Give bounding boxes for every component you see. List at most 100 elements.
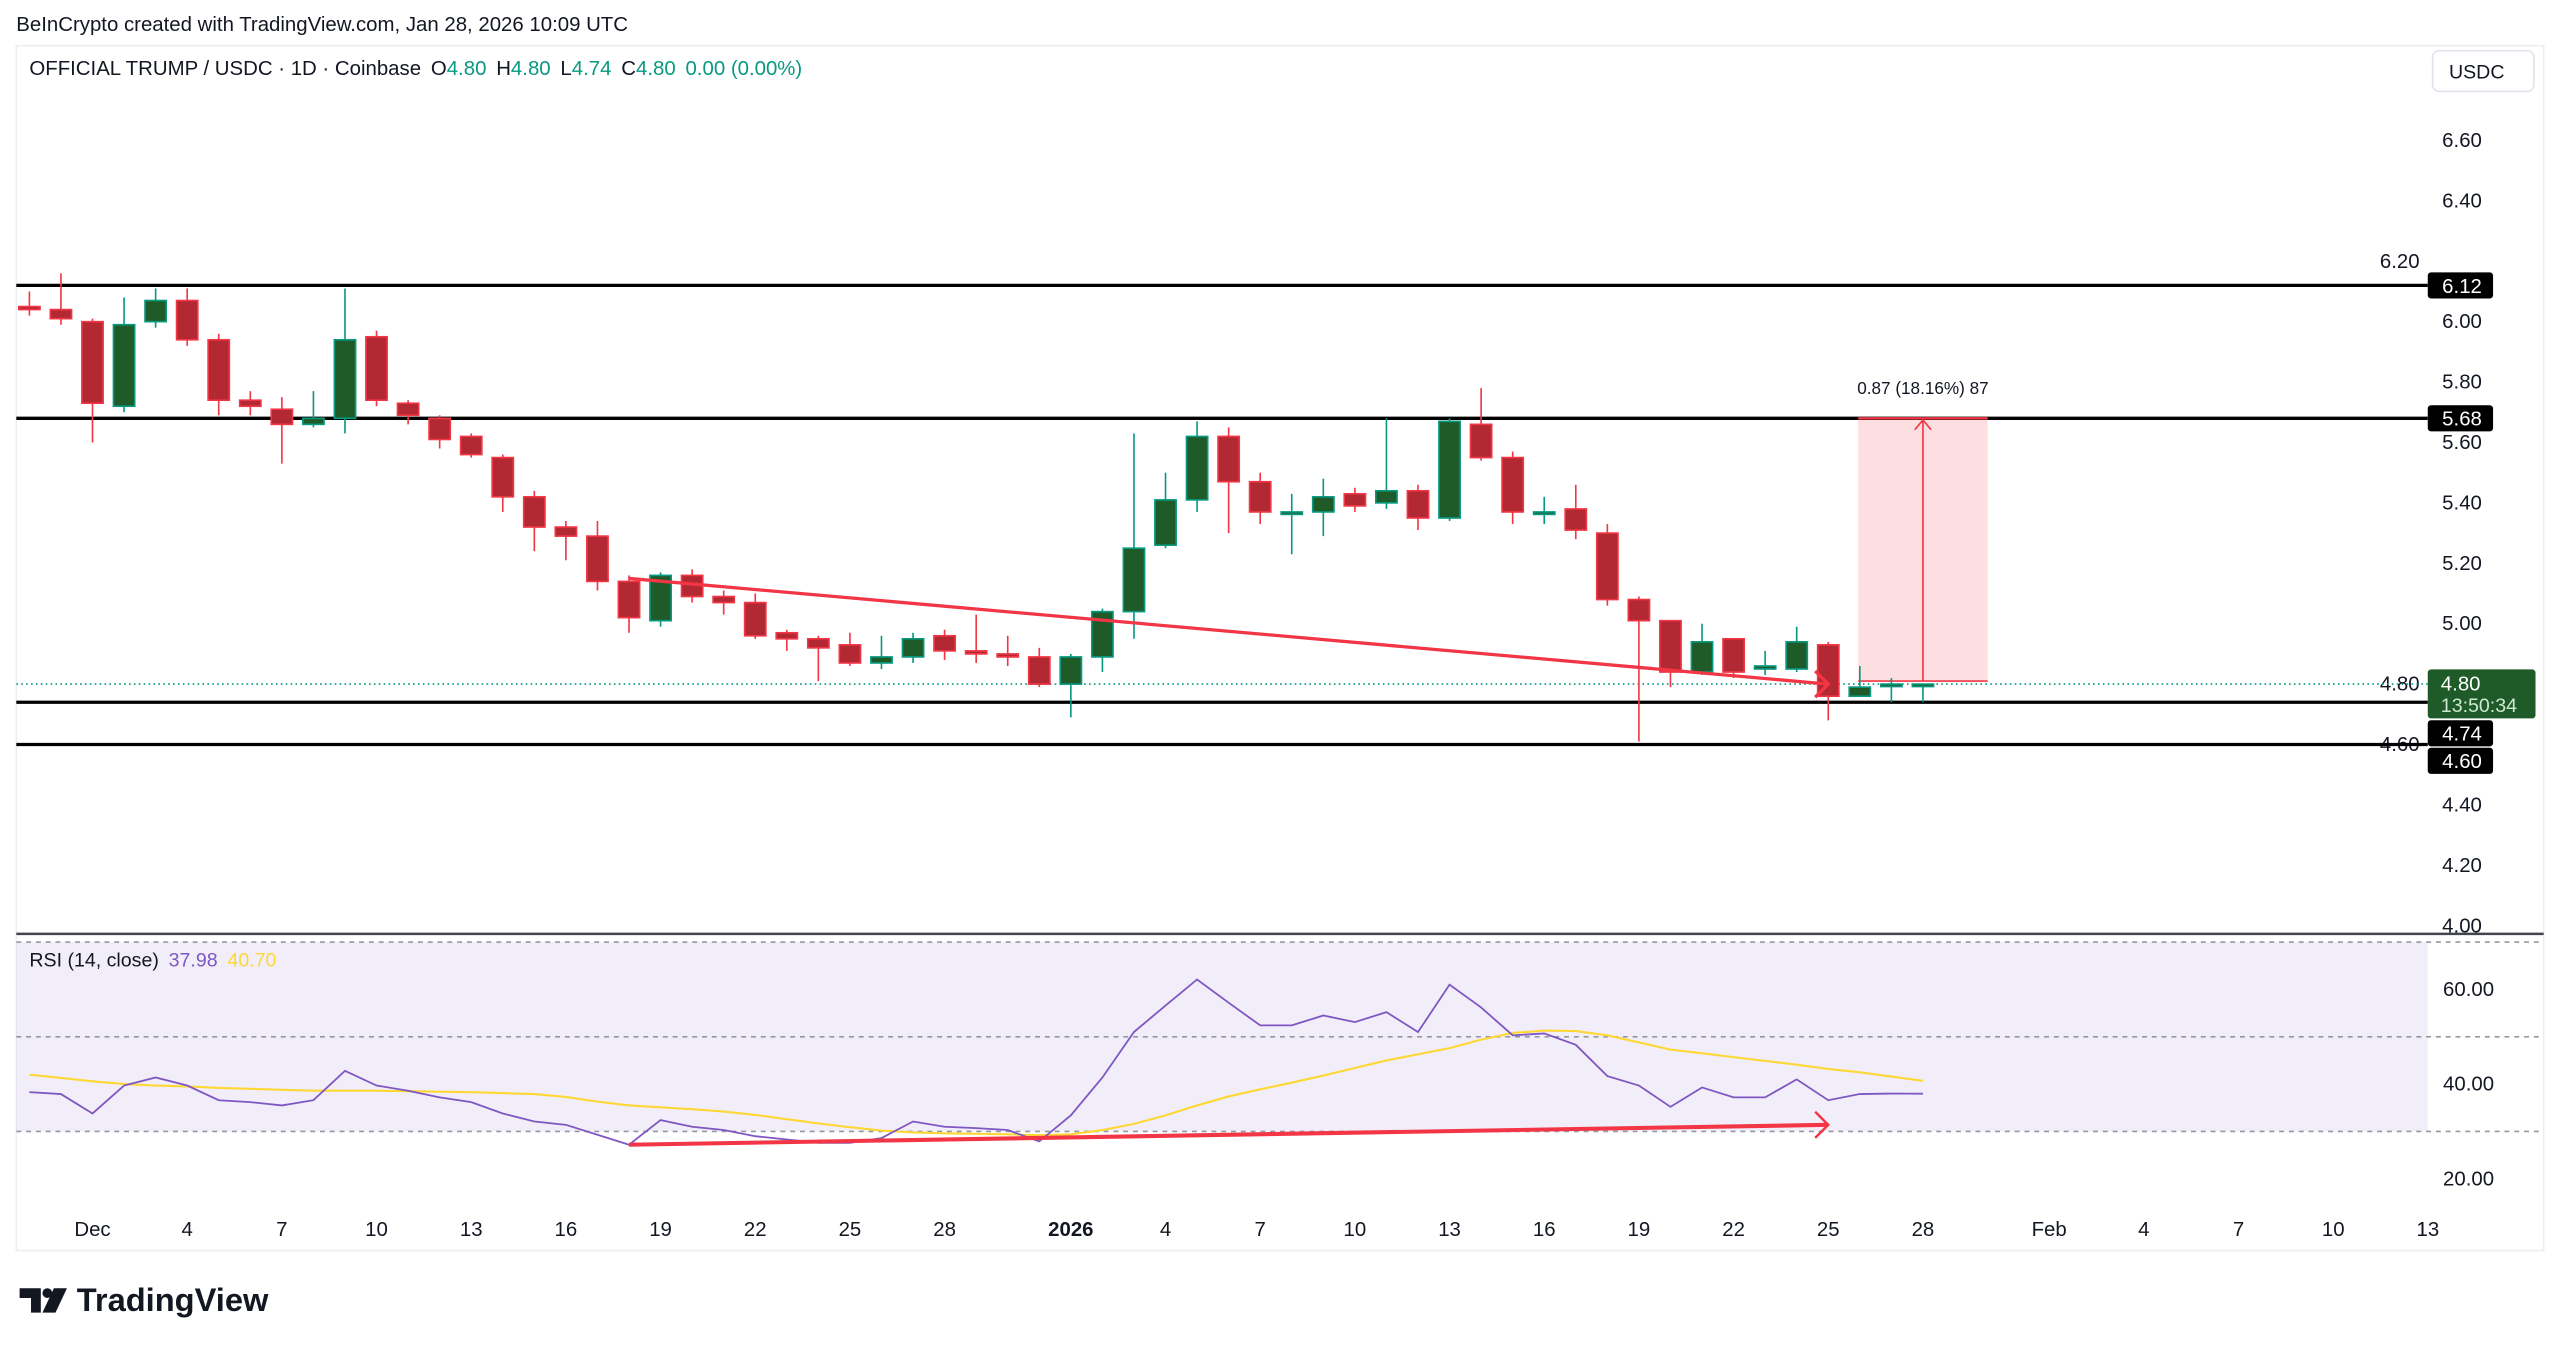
time-tick-label: 10: [365, 1219, 388, 1241]
rsi-pane[interactable]: 60.00 40.00 20.00: [16, 941, 2544, 1190]
candle[interactable]: [1595, 524, 1619, 606]
candle[interactable]: [1469, 388, 1493, 461]
tradingview-logo: TradingView: [19, 1281, 269, 1318]
candle[interactable]: [1753, 650, 1777, 676]
change-value: 0.00 (0.00%): [685, 58, 802, 80]
candle[interactable]: [1343, 487, 1367, 512]
candle[interactable]: [459, 433, 483, 458]
price-level-tag-bg: [2427, 405, 2494, 432]
candle[interactable]: [1122, 433, 1146, 639]
symbol-title[interactable]: OFFICIAL TRUMP / USDC · 1D · Coinbase: [29, 58, 421, 80]
time-tick-label: 16: [1533, 1219, 1556, 1241]
price-tick-label: 6.00: [2442, 311, 2482, 333]
candle-body: [1627, 598, 1651, 622]
candle[interactable]: [522, 490, 546, 552]
candle[interactable]: [933, 629, 957, 660]
candle[interactable]: [238, 391, 262, 416]
candle[interactable]: [175, 288, 199, 346]
candle-body: [1595, 532, 1619, 601]
candle[interactable]: [1879, 678, 1903, 703]
candle[interactable]: [365, 330, 388, 407]
candle[interactable]: [901, 632, 925, 663]
price-tick-label: 5.60: [2442, 432, 2482, 454]
time-axis[interactable]: Dec 4 7 10 13 16 19 22 25 28 2026 4 7 10 13 16 19 22 25 28 F…: [74, 1219, 2439, 1241]
candle[interactable]: [301, 391, 325, 428]
candle[interactable]: [806, 635, 830, 682]
candle[interactable]: [1438, 418, 1461, 522]
candle[interactable]: [617, 575, 641, 633]
candle[interactable]: [270, 397, 294, 464]
candle[interactable]: [712, 590, 736, 615]
candle[interactable]: [1154, 472, 1177, 549]
candle[interactable]: [586, 521, 609, 591]
rsi-trendline[interactable]: [628, 1122, 1829, 1147]
time-tick-label: 7: [276, 1219, 287, 1241]
candle[interactable]: [112, 297, 136, 413]
candle[interactable]: [1848, 665, 1872, 698]
candle[interactable]: [649, 572, 673, 627]
candle[interactable]: [1532, 496, 1556, 525]
candle[interactable]: [428, 415, 452, 449]
candle[interactable]: [870, 635, 893, 670]
candle[interactable]: [49, 273, 73, 325]
candle-body: [491, 456, 515, 498]
rsi-tick-label: 40.00: [2443, 1074, 2494, 1096]
currency-button-label: USDC: [2449, 61, 2504, 83]
candle-body: [1722, 637, 1746, 673]
candle[interactable]: [996, 635, 1020, 666]
candle[interactable]: [1311, 478, 1335, 537]
time-tick-label: 13: [2417, 1219, 2440, 1241]
price-pane[interactable]: 6.60 6.40 6.20 6.00 5.80 5.60 5.40 5.20 5.00 4.80…: [16, 130, 2482, 937]
high-value: 4.80: [511, 58, 551, 80]
candle-body: [1816, 644, 1840, 698]
candle[interactable]: [81, 318, 104, 443]
candle[interactable]: [1059, 653, 1083, 718]
candle[interactable]: [1406, 484, 1430, 531]
rsi-ma-line[interactable]: [29, 1029, 1924, 1137]
candle[interactable]: [964, 614, 988, 663]
candle[interactable]: [775, 629, 799, 651]
ohlc-legend: OFFICIAL TRUMP / USDC · 1D · Coinbase O4.…: [29, 58, 802, 80]
candle[interactable]: [1722, 637, 1746, 679]
candle[interactable]: [1785, 626, 1809, 673]
candle-body: [1185, 435, 1209, 501]
price-tick-label: 4.40: [2442, 794, 2482, 816]
candle[interactable]: [743, 593, 767, 639]
candle-body: [1280, 511, 1304, 516]
candle[interactable]: [1248, 472, 1272, 525]
candle[interactable]: [491, 454, 515, 512]
candle[interactable]: [554, 521, 578, 561]
candle[interactable]: [144, 288, 168, 328]
candle[interactable]: [17, 291, 41, 316]
price-tick-label: 4.00: [2442, 915, 2482, 937]
candle[interactable]: [207, 333, 231, 416]
rsi-value: 37.98: [169, 950, 218, 972]
candle-body: [806, 637, 830, 649]
candle[interactable]: [1375, 418, 1398, 509]
arrow-head-icon: [1914, 418, 1932, 431]
candle[interactable]: [1280, 493, 1304, 555]
candle-body: [1532, 511, 1556, 516]
candle[interactable]: [1027, 647, 1051, 688]
price-trendline[interactable]: [628, 576, 1829, 686]
candle-body: [933, 634, 957, 652]
candle[interactable]: [1501, 451, 1525, 525]
candle[interactable]: [333, 288, 357, 434]
candle[interactable]: [838, 632, 862, 666]
trendline-arrow-icon: [1814, 669, 1831, 699]
candle[interactable]: [1659, 619, 1682, 688]
price-level-tag: 6.12: [2427, 272, 2494, 299]
time-tick-label: 28: [1912, 1219, 1935, 1241]
candle[interactable]: [1217, 427, 1241, 534]
candle[interactable]: [1185, 421, 1209, 512]
candle-body: [207, 338, 231, 402]
candle-body: [238, 399, 262, 408]
candle-body: [1311, 496, 1335, 513]
candle[interactable]: [1911, 683, 1935, 703]
rsi-line[interactable]: [29, 978, 1923, 1146]
candle[interactable]: [396, 400, 420, 425]
candle-body: [1406, 489, 1430, 519]
candle[interactable]: [1564, 484, 1588, 540]
currency-button[interactable]: USDC: [2431, 49, 2535, 93]
